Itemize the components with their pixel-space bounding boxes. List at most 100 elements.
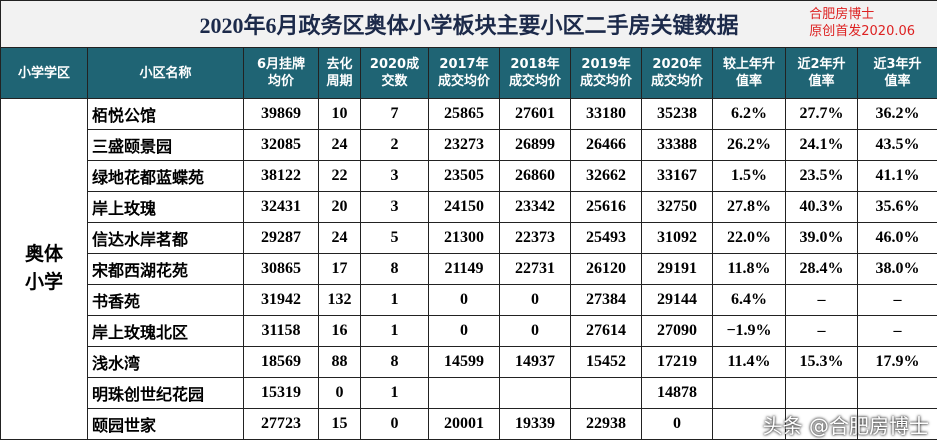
table-cell: 32085 xyxy=(243,129,319,161)
table-cell: 0 xyxy=(360,408,429,440)
table-cell: 14937 xyxy=(499,346,571,378)
table-cell: 1.5% xyxy=(712,160,786,192)
table-cell: 27614 xyxy=(570,315,642,347)
estate-name: 宋都西湖花苑 xyxy=(87,253,244,285)
header-cell: 6月挂牌 均价 xyxy=(243,47,319,99)
table-cell: 20001 xyxy=(428,408,500,440)
header-row: 小学学区 小区名称 6月挂牌 均价 去化 周期 2020成 交数 2017年 成交均价 20… xyxy=(0,47,937,99)
table-cell: 17219 xyxy=(641,346,713,378)
table-cell: 14599 xyxy=(428,346,500,378)
watermark: 头条 @合肥房博士 xyxy=(762,414,929,438)
table-cell: 6.4% xyxy=(712,284,786,316)
table-cell: 32431 xyxy=(243,191,319,223)
table-cell: 1 xyxy=(360,284,429,316)
estate-name: 岸上玫瑰北区 xyxy=(87,315,244,347)
table-cell: – xyxy=(856,315,937,347)
table-cell: 88 xyxy=(318,346,361,378)
table-row: 明珠创世纪花园 15319 0 1 14878 xyxy=(1,377,937,409)
table-cell: 20 xyxy=(318,191,361,223)
table-cell: 27601 xyxy=(499,98,571,130)
table-row: 岸上玫瑰 32431 20 3 24150 23342 25616 32750 27.8% 40.… xyxy=(1,191,937,223)
table-cell xyxy=(570,377,642,409)
table-cell: 29144 xyxy=(641,284,713,316)
table-cell: 24.1% xyxy=(785,129,858,161)
table-cell: 3 xyxy=(360,160,429,192)
table-row: 颐园世家 27723 15 0 20001 19339 22938 0 xyxy=(1,408,937,440)
table-cell: 41.1% xyxy=(856,160,937,192)
header-cell: 近2年升 值率 xyxy=(785,47,858,99)
table-cell: 22731 xyxy=(499,253,571,285)
table-cell: 33388 xyxy=(641,129,713,161)
table-cell: 26899 xyxy=(499,129,571,161)
table-cell: 26.2% xyxy=(712,129,786,161)
table-cell: 31092 xyxy=(641,222,713,254)
table-cell: 22373 xyxy=(499,222,571,254)
table-cell: 0 xyxy=(641,408,713,440)
header-cell: 近3年升 值率 xyxy=(856,47,937,99)
table-cell: 0 xyxy=(428,315,500,347)
table-cell: 18569 xyxy=(243,346,319,378)
table-cell: 11.4% xyxy=(712,346,786,378)
table-cell: 8 xyxy=(360,253,429,285)
table-cell: 7 xyxy=(360,98,429,130)
title-cell: 2020年6月政务区奥体小学板块主要小区二手房关键数据 合肥房博士 原创首发202… xyxy=(0,0,937,48)
table-cell: 19339 xyxy=(499,408,571,440)
table-cell: 23273 xyxy=(428,129,500,161)
table-cell: 32750 xyxy=(641,191,713,223)
table-cell xyxy=(785,408,858,440)
estate-name: 信达水岸茗都 xyxy=(87,222,244,254)
table-cell: 0 xyxy=(428,284,500,316)
table-cell: 5 xyxy=(360,222,429,254)
table-cell: 16 xyxy=(318,315,361,347)
table-cell: – xyxy=(856,284,937,316)
table-cell: 24 xyxy=(318,222,361,254)
header-cell: 较上年升 值率 xyxy=(712,47,786,99)
estate-name: 三盛颐景园 xyxy=(87,129,244,161)
table-cell: 33180 xyxy=(570,98,642,130)
table-cell: 24 xyxy=(318,129,361,161)
table-cell: 22938 xyxy=(570,408,642,440)
table-cell: 27723 xyxy=(243,408,319,440)
table-cell: 23342 xyxy=(499,191,571,223)
table-cell: 32662 xyxy=(570,160,642,192)
table-cell: 39.0% xyxy=(785,222,858,254)
table-row: 绿地花都蓝蝶苑 38122 22 3 23505 26860 32662 33167 1.5% 2… xyxy=(1,160,937,192)
estate-name: 浅水湾 xyxy=(87,346,244,378)
table-cell: 6.2% xyxy=(712,98,786,130)
table-cell: 1 xyxy=(360,315,429,347)
table-row: 三盛颐景园 32085 24 2 23273 26899 26466 33388 26.2% 24… xyxy=(1,129,937,161)
table-row: 奥体 小学 栢悦公馆 39869 10 7 25865 27601 33180 35238 6.2… xyxy=(0,98,937,440)
table-cell: 33167 xyxy=(641,160,713,192)
title: 2020年6月政务区奥体小学板块主要小区二手房关键数据 xyxy=(199,13,739,38)
table-cell: 26120 xyxy=(570,253,642,285)
table-cell xyxy=(712,377,786,409)
school-cell: 奥体 小学 xyxy=(0,98,88,440)
table-cell: 3 xyxy=(360,191,429,223)
table-cell: 27384 xyxy=(570,284,642,316)
estate-name: 栢悦公馆 xyxy=(87,98,244,130)
table-cell: 39869 xyxy=(243,98,319,130)
table-cell: 43.5% xyxy=(856,129,937,161)
table-cell: 22 xyxy=(318,160,361,192)
header-cell: 小区名称 xyxy=(87,47,244,99)
title-row: 2020年6月政务区奥体小学板块主要小区二手房关键数据 合肥房博士 原创首发202… xyxy=(0,0,937,48)
table-cell: 27090 xyxy=(641,315,713,347)
table-cell: 38122 xyxy=(243,160,319,192)
estate-name: 书香苑 xyxy=(87,284,244,316)
table-cell: 35.6% xyxy=(856,191,937,223)
table-cell: 25616 xyxy=(570,191,642,223)
table-cell: 23505 xyxy=(428,160,500,192)
table-cell: 21149 xyxy=(428,253,500,285)
table-cell: 29287 xyxy=(243,222,319,254)
table-cell xyxy=(856,377,937,409)
table-cell: 22.0% xyxy=(712,222,786,254)
table-cell: 26860 xyxy=(499,160,571,192)
header-cell: 2020成 交数 xyxy=(360,47,429,99)
estate-name: 岸上玫瑰 xyxy=(87,191,244,223)
table-cell: 0 xyxy=(318,377,361,409)
brand-line: 合肥房博士 xyxy=(809,7,875,22)
table-cell: 28.4% xyxy=(785,253,858,285)
table-cell: 15.3% xyxy=(785,346,858,378)
